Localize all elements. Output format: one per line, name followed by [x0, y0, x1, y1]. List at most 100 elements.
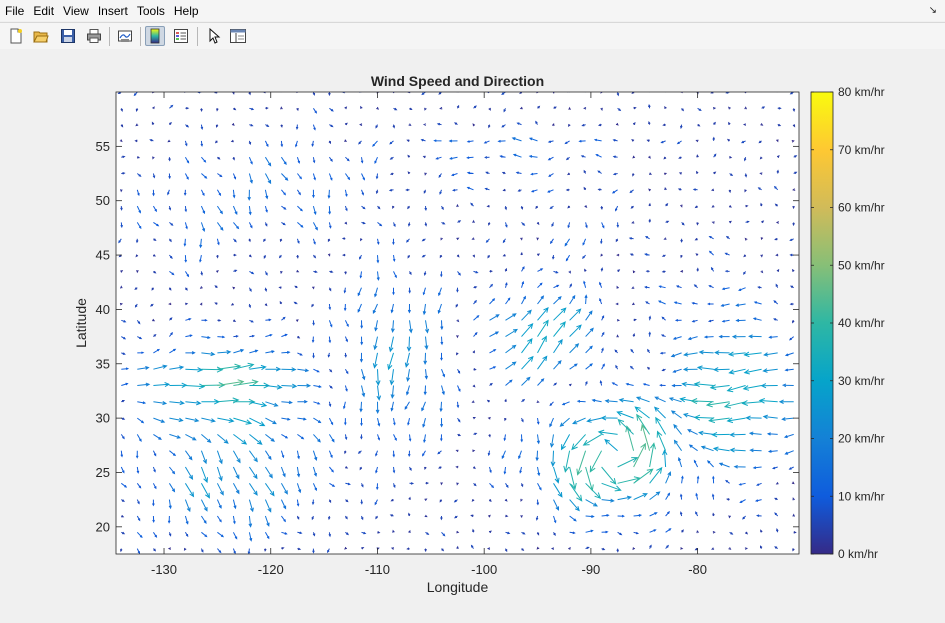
wind-arrow: [537, 378, 545, 386]
wind-arrow: [696, 170, 699, 174]
wind-arrow: [466, 156, 474, 159]
wind-arrow: [168, 302, 172, 306]
wind-arrow: [231, 123, 235, 126]
wind-arrow: [392, 255, 396, 263]
wind-arrow: [296, 499, 300, 507]
wind-arrow: [328, 156, 333, 162]
wind-arrow: [617, 495, 633, 501]
wind-arrow: [724, 252, 730, 256]
colorbar-tick-label: 0 km/hr: [838, 547, 878, 561]
wind-arrow: [390, 385, 395, 399]
wind-arrow: [264, 173, 272, 185]
wind-arrow: [776, 169, 780, 174]
wind-arrow: [407, 303, 411, 314]
wind-arrow: [408, 496, 411, 500]
wind-arrow: [153, 348, 161, 354]
wind-arrow: [473, 482, 477, 487]
wind-arrow: [376, 238, 380, 246]
wind-arrow: [152, 450, 157, 457]
wind-arrow: [743, 92, 747, 94]
wind-arrow: [296, 269, 300, 273]
wind-arrow: [328, 92, 331, 97]
new-figure-button[interactable]: [6, 26, 26, 46]
wind-arrow: [696, 222, 699, 226]
wind-arrow: [232, 532, 238, 540]
wind-arrow: [136, 499, 140, 505]
wind-arrow: [361, 483, 364, 488]
wind-arrow: [375, 369, 381, 386]
wind-arrow: [248, 238, 251, 243]
wind-arrow: [359, 123, 363, 126]
menu-tools[interactable]: Tools: [136, 3, 165, 18]
wind-arrow: [312, 108, 318, 114]
menu-view[interactable]: View: [63, 3, 89, 18]
wind-arrow: [297, 399, 308, 404]
wind-arrow: [436, 122, 442, 126]
wind-arrow: [775, 283, 779, 288]
wind-arrow: [583, 169, 587, 174]
wind-arrow: [392, 124, 396, 129]
wind-arrow: [438, 287, 442, 297]
wind-arrow: [184, 483, 195, 498]
wind-arrow: [537, 307, 549, 321]
wind-arrow: [232, 466, 240, 480]
open-file-button[interactable]: [31, 26, 51, 46]
wind-arrow: [455, 303, 459, 308]
wind-arrow: [135, 238, 139, 244]
wind-arrow: [424, 336, 429, 351]
plot-area: [116, 92, 799, 554]
menu-file[interactable]: File: [5, 3, 25, 18]
wind-arrow: [295, 319, 299, 322]
wind-arrow: [217, 531, 225, 538]
wind-arrow: [791, 481, 795, 485]
toolbar-separator: [140, 27, 141, 46]
insert-colorbar-button[interactable]: [145, 26, 165, 46]
menu-insert[interactable]: Insert: [97, 3, 128, 18]
wind-arrow: [184, 255, 188, 263]
wind-arrow: [502, 188, 506, 192]
wind-arrow: [421, 450, 426, 457]
wind-arrow: [466, 186, 474, 191]
wind-arrow: [712, 107, 717, 110]
wind-arrow: [612, 139, 618, 142]
wind-arrow: [501, 124, 506, 128]
wind-arrow: [216, 222, 224, 231]
wind-arrow: [200, 222, 206, 232]
undock-arrow-icon[interactable]: ↘: [928, 5, 937, 16]
wind-arrow: [456, 352, 459, 356]
insert-legend-button[interactable]: [171, 26, 191, 46]
property-inspector-button[interactable]: [228, 26, 248, 46]
wind-arrow: [693, 459, 699, 468]
wind-arrow: [448, 139, 458, 143]
wind-arrow: [553, 382, 558, 386]
wind-arrow: [248, 254, 252, 258]
wind-arrow: [376, 106, 380, 110]
wind-arrow: [344, 173, 351, 181]
wind-arrow: [738, 287, 746, 291]
wind-arrow: [249, 417, 266, 427]
wind-arrow: [216, 255, 219, 259]
wind-arrow: [295, 140, 298, 148]
wind-arrow: [486, 92, 490, 94]
wind-arrow: [424, 498, 428, 501]
wind-arrow: [297, 205, 303, 212]
wind-arrow: [152, 318, 156, 322]
wind-arrow: [328, 303, 332, 311]
link-plot-button[interactable]: [115, 26, 135, 46]
edit-plot-button[interactable]: [204, 26, 224, 46]
menu-edit[interactable]: Edit: [33, 3, 55, 18]
wind-arrow: [648, 331, 652, 337]
menu-help[interactable]: Help: [173, 3, 199, 18]
wind-arrow: [185, 383, 206, 390]
print-figure-button[interactable]: [84, 26, 104, 46]
save-figure-button[interactable]: [58, 26, 78, 46]
wind-arrow: [649, 442, 656, 468]
wind-arrow: [169, 270, 175, 276]
wind-arrow: [711, 204, 715, 208]
wind-arrow: [393, 434, 397, 442]
wind-arrow: [357, 450, 362, 454]
wind-arrow: [668, 397, 682, 403]
wind-arrow: [757, 187, 762, 191]
wind-arrow: [521, 337, 533, 354]
wind-arrow: [501, 450, 506, 460]
